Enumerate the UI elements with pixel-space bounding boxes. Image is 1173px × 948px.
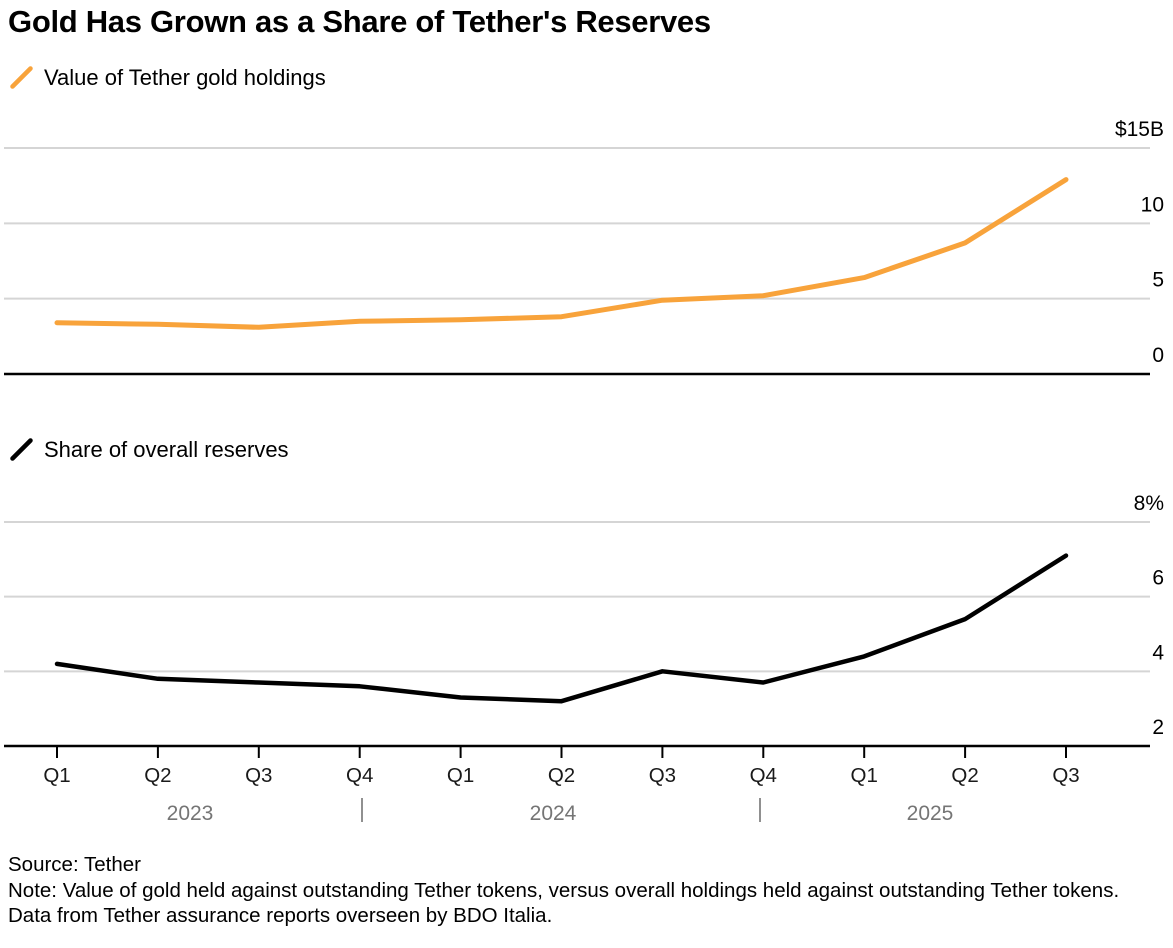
chart-title: Gold Has Grown as a Share of Tether's Re… bbox=[8, 4, 711, 39]
data-line-gold-value bbox=[54, 177, 1069, 330]
gold-slash-icon bbox=[10, 66, 33, 89]
x-tick-label: Q2 bbox=[144, 764, 171, 787]
legend-share-reserves: Share of overall reserves bbox=[8, 436, 289, 463]
x-tick-label: Q4 bbox=[346, 764, 373, 787]
y-tick-label: 8% bbox=[1134, 492, 1164, 515]
source-line: Source: Tether bbox=[8, 853, 141, 876]
y-tick-label: 4 bbox=[1152, 641, 1164, 664]
footnote: Source: Tether Note: Value of gold held … bbox=[8, 852, 1128, 929]
y-tick-label: 2 bbox=[1152, 716, 1164, 739]
y-tick-label: 5 bbox=[1152, 269, 1164, 292]
x-tick-label: Q3 bbox=[1052, 764, 1079, 787]
x-tick-label: Q1 bbox=[43, 764, 70, 787]
x-tick-label: Q2 bbox=[951, 764, 978, 787]
x-tick-label: Q4 bbox=[750, 764, 777, 787]
y-tick-label: 10 bbox=[1141, 193, 1164, 216]
year-label: 2025 bbox=[907, 802, 954, 825]
gold-value-chart: 0 5 10 $15B bbox=[4, 118, 1164, 376]
y-tick-label: 0 bbox=[1152, 344, 1164, 367]
year-label: 2024 bbox=[530, 802, 577, 825]
legend-gold-value: Value of Tether gold holdings bbox=[8, 64, 326, 91]
legend-share-reserves-label: Share of overall reserves bbox=[44, 436, 289, 462]
x-tick-label: Q3 bbox=[245, 764, 272, 787]
data-line-reserves-share bbox=[54, 553, 1069, 704]
y-tick-label: 6 bbox=[1152, 567, 1164, 590]
year-label: 2023 bbox=[167, 802, 214, 825]
black-slash-icon bbox=[10, 438, 33, 461]
x-tick-label: Q3 bbox=[649, 764, 676, 787]
note-line: Note: Value of gold held against outstan… bbox=[8, 878, 1120, 928]
reserves-share-chart: 2 4 6 8% Q1 Q2 Q3 Q4 Q1 Q2 Q3 Q4 Q1 Q2 Q3 2023 2024 2025 bbox=[4, 492, 1164, 825]
y-tick-label: $15B bbox=[1115, 118, 1164, 141]
x-tick-label: Q1 bbox=[851, 764, 878, 787]
x-tick-label: Q1 bbox=[447, 764, 474, 787]
legend-gold-value-label: Value of Tether gold holdings bbox=[44, 64, 326, 90]
x-tick-label: Q2 bbox=[548, 764, 575, 787]
